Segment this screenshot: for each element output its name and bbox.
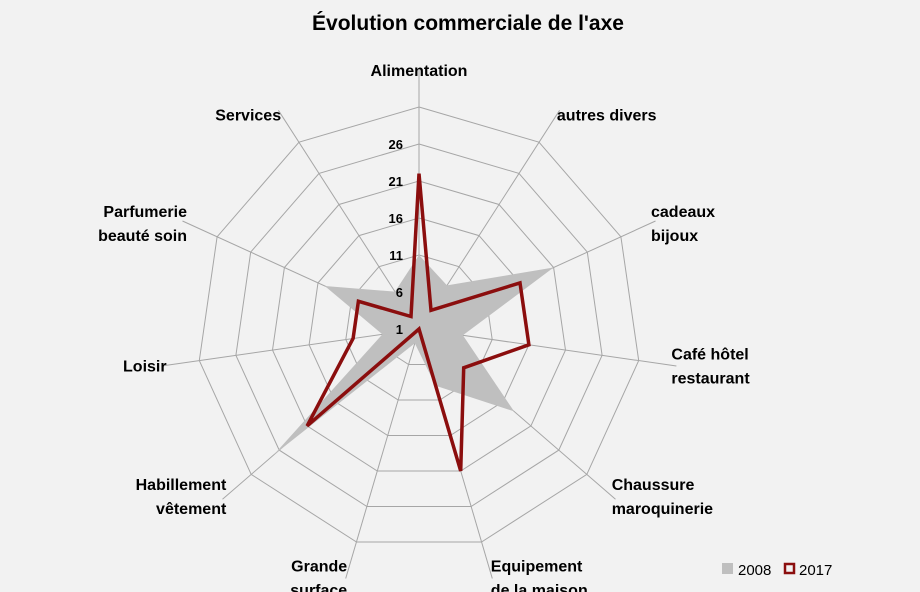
grid-ring (271, 180, 567, 472)
series-line-2017 (305, 173, 531, 472)
axis-tick-label: 6 (396, 285, 403, 300)
legend-swatch-2008 (722, 563, 733, 574)
category-label: Services (215, 108, 281, 125)
axis-tick-label: 26 (389, 137, 403, 152)
category-label: Parfumerie beauté soin (98, 204, 187, 245)
legend-swatch-2017 (783, 562, 796, 575)
axis-tick-label: 16 (389, 211, 403, 226)
category-label: cadeaux bijoux (651, 204, 715, 245)
axis-tick-label: 1 (396, 322, 403, 337)
legend-label-2017: 2017 (799, 562, 832, 579)
grid-spoke (161, 328, 420, 367)
category-label: Grande surface (290, 559, 347, 592)
grid-spoke (345, 328, 420, 579)
axis-tick-label: 21 (389, 174, 403, 189)
category-label: autres divers (557, 108, 657, 125)
category-label: Equipement de la maison (491, 559, 588, 592)
chart-title: Évolution commerciale de l'axe (312, 12, 624, 35)
series-area-2008 (273, 255, 554, 455)
category-label: Café hôtel restaurant (671, 346, 750, 387)
category-label: Loisir (123, 358, 167, 375)
legend: 2008 2017 (722, 562, 832, 579)
radar-series (273, 173, 554, 472)
category-label: Alimentation (371, 63, 468, 80)
grid-ring (198, 106, 640, 543)
category-label: Habillement vêtement (136, 477, 227, 518)
grid-ring (235, 143, 603, 507)
radar-category-labels: Alimentation autres divers cadeaux bijoux Ca… (98, 63, 750, 592)
legend-label-2008: 2008 (738, 562, 771, 579)
axis-tick-label: 11 (389, 248, 403, 263)
category-label: Chaussure maroquinerie (612, 477, 713, 518)
